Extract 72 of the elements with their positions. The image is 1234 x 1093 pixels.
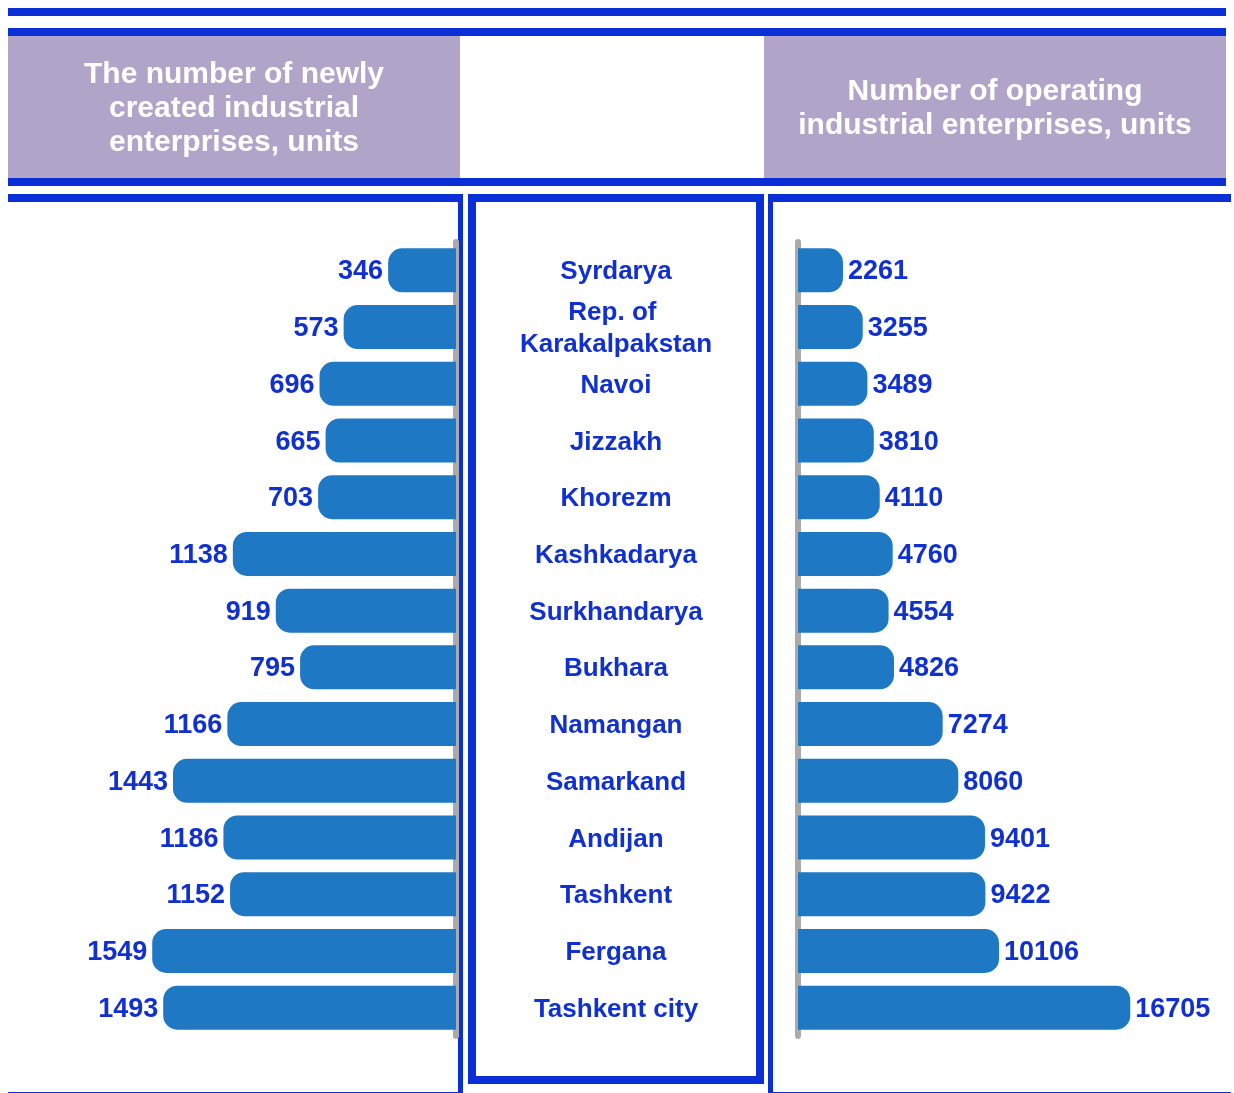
data-label: 9422 (990, 879, 1051, 910)
bar (227, 702, 456, 747)
bar (798, 815, 985, 860)
y-tick-label: Samarkand (545, 765, 687, 796)
data-label: 4760 (897, 538, 958, 569)
y-tick-label: Fergana (565, 935, 668, 966)
bar (798, 702, 943, 747)
y-tick-label: Andijan (568, 822, 664, 853)
data-label: 1138 (169, 538, 228, 569)
data-label: 4110 (884, 482, 944, 513)
data-label: 4554 (893, 595, 954, 626)
data-label: 795 (250, 652, 296, 683)
bar (798, 645, 894, 690)
data-label: 4826 (898, 652, 960, 683)
y-tick-label: Jizzakh (569, 425, 663, 456)
bar (798, 475, 880, 520)
y-tick-label: Bukhara (563, 652, 669, 683)
bar (232, 531, 456, 576)
data-label: 1549 (87, 935, 148, 966)
data-label: 1493 (98, 992, 159, 1023)
data-label: 16705 (1135, 992, 1211, 1023)
data-label: 1443 (107, 765, 169, 796)
data-label: 1152 (166, 879, 226, 910)
bar (798, 531, 893, 576)
y-tick-label: Kashkadarya (535, 538, 698, 569)
data-label: 346 (338, 255, 384, 286)
bar (798, 588, 889, 633)
y-tick-label: Navoi (580, 368, 652, 399)
data-label: 573 (293, 312, 339, 343)
data-label: 919 (225, 595, 271, 626)
data-label: 2261 (847, 255, 909, 286)
bar (300, 645, 456, 690)
data-label: 7274 (947, 709, 1008, 740)
y-tick-label: Surkhandarya (529, 595, 704, 626)
bar (343, 305, 456, 350)
data-label: 3489 (872, 368, 933, 399)
bar (275, 588, 456, 633)
data-label: 1186 (159, 822, 219, 853)
bar (319, 361, 456, 406)
y-tick-label: Tashkent city (533, 992, 699, 1023)
data-label: 665 (275, 425, 321, 456)
bar (230, 872, 456, 917)
y-tick-label: Syrdarya (560, 255, 673, 286)
bar (798, 361, 868, 406)
bar (798, 758, 959, 803)
data-label: 1166 (163, 709, 223, 740)
bar (223, 815, 456, 860)
bar (798, 305, 863, 350)
data-label: 8060 (963, 765, 1024, 796)
y-tick-label: Rep. of Karakalpakstan (519, 296, 713, 359)
y-tick-label: Khorezm (560, 482, 672, 513)
bar (798, 985, 1131, 1030)
data-label: 3810 (878, 425, 939, 456)
bar (388, 248, 456, 293)
y-tick-label: Tashkent (559, 879, 673, 910)
bar (798, 928, 999, 973)
bar (798, 872, 986, 917)
bar (318, 475, 456, 520)
chart-title: The number of newly created industrial enterprises, units (8, 36, 460, 178)
bar (152, 928, 456, 973)
data-label: 10106 (1004, 935, 1080, 966)
bar (798, 418, 874, 463)
bar (325, 418, 456, 463)
bar (163, 985, 456, 1030)
data-label: 9401 (989, 822, 1051, 853)
data-label: 703 (268, 482, 314, 513)
chart-title: Number of operating industrial enterprises, units (764, 36, 1226, 178)
data-label: 3255 (867, 312, 928, 343)
y-tick-label: Namangan (549, 709, 683, 740)
bar (173, 758, 456, 803)
bar (798, 248, 843, 293)
data-label: 696 (269, 368, 315, 399)
